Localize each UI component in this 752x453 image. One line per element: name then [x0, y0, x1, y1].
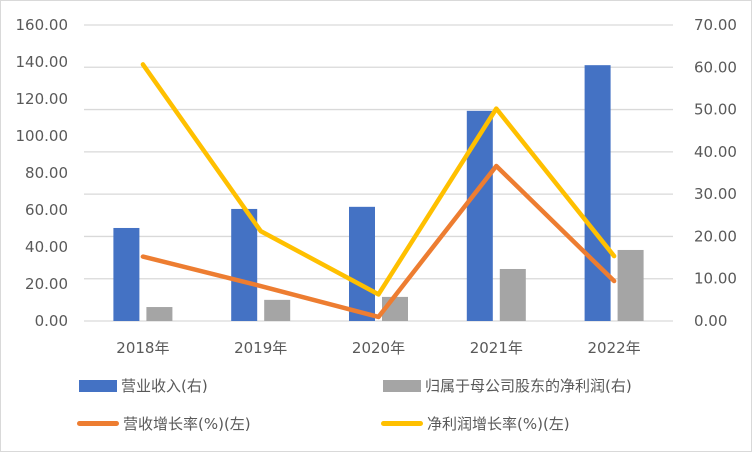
bar	[467, 111, 493, 321]
legend-swatch-blue	[79, 380, 117, 392]
bar	[349, 207, 375, 321]
left-axis-tick: 40.00	[25, 238, 68, 256]
left-axis-tick: 60.00	[25, 201, 68, 219]
right-axis-tick: 20.00	[694, 227, 737, 245]
bar	[113, 228, 139, 321]
legend-swatch-yellow	[381, 421, 423, 426]
x-axis-tick: 2018年	[116, 339, 169, 357]
right-axis-tick: 60.00	[694, 58, 737, 76]
bar	[585, 65, 611, 321]
legend-label: 净利润增长率(%)(左)	[427, 413, 570, 434]
x-axis-tick: 2020年	[352, 339, 405, 357]
bar	[264, 300, 290, 321]
legend-swatch-orange	[77, 421, 119, 426]
bar	[500, 269, 526, 321]
legend-label: 归属于母公司股东的净利润(右)	[425, 375, 632, 396]
x-axis-tick: 2021年	[470, 339, 523, 357]
left-axis-tick: 100.00	[16, 127, 69, 145]
series-line	[143, 64, 614, 294]
right-axis-tick: 30.00	[694, 185, 737, 203]
right-axis-tick: 10.00	[694, 270, 737, 288]
bar	[618, 250, 644, 321]
bar	[231, 209, 257, 321]
legend-label: 营业收入(右)	[121, 375, 208, 396]
right-axis-tick: 70.00	[694, 16, 737, 34]
right-axis-tick: 0.00	[694, 312, 727, 330]
left-axis-tick: 20.00	[25, 275, 68, 293]
x-axis-tick: 2022年	[588, 339, 641, 357]
left-axis-tick: 0.00	[35, 312, 68, 330]
legend-item-revenue-growth: 营收增长率(%)(左)	[77, 413, 251, 434]
bar	[146, 307, 172, 321]
right-axis-tick: 40.00	[694, 143, 737, 161]
left-axis-tick: 80.00	[25, 164, 68, 182]
legend-item-net-profit: 归属于母公司股东的净利润(右)	[383, 375, 632, 396]
x-axis-tick: 2019年	[234, 339, 287, 357]
right-axis-tick: 50.00	[694, 101, 737, 119]
legend-item-profit-growth: 净利润增长率(%)(左)	[381, 413, 570, 434]
legend-item-revenue: 营业收入(右)	[79, 375, 208, 396]
left-axis-tick: 140.00	[16, 53, 69, 71]
left-axis-tick: 160.00	[16, 16, 69, 34]
legend-swatch-gray	[383, 380, 421, 392]
legend-label: 营收增长率(%)(左)	[123, 413, 251, 434]
left-axis-tick: 120.00	[16, 90, 69, 108]
